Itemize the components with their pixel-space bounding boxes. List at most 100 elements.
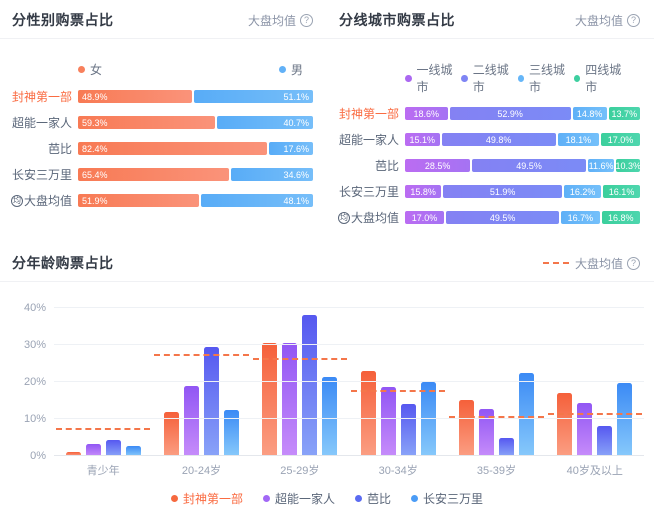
age-chart-header: 分年龄购票占比 大盘均值 ? bbox=[0, 245, 654, 282]
y-tick-label: 10% bbox=[23, 413, 46, 425]
bar-value: 51.1% bbox=[283, 91, 309, 102]
bar-芭比[interactable] bbox=[105, 440, 121, 456]
bar-value: 17.6% bbox=[283, 143, 309, 154]
legend-item-封神第一部[interactable]: 封神第一部 bbox=[170, 490, 243, 507]
chart-row: 长安三万里 65.4% 34.6% bbox=[0, 166, 313, 183]
stacked-bar: 15.1% 49.8% 18.1% 17.0% bbox=[405, 133, 641, 146]
bar-value: 15.1% bbox=[409, 134, 436, 145]
bar-segment[interactable]: 40.7% bbox=[217, 116, 313, 129]
bar-value: 65.4% bbox=[82, 169, 108, 180]
bar-value: 82.4% bbox=[82, 143, 108, 154]
x-category-label: 青少年 bbox=[86, 465, 120, 477]
bar-group bbox=[349, 294, 447, 456]
bar-segment[interactable]: 48.9% bbox=[78, 90, 193, 103]
bar-超能一家人[interactable] bbox=[380, 387, 396, 456]
bar-segment[interactable]: 18.6% bbox=[405, 107, 448, 120]
y-tick-label: 20% bbox=[23, 376, 46, 388]
bar-segment[interactable]: 15.8% bbox=[405, 185, 442, 198]
legend-item-男[interactable]: 男 bbox=[278, 61, 303, 78]
bar-芭比[interactable] bbox=[498, 438, 514, 456]
bar-segment[interactable]: 51.1% bbox=[194, 90, 313, 103]
bar-segment[interactable]: 82.4% bbox=[78, 142, 268, 155]
bar-长安三万里[interactable] bbox=[223, 409, 239, 456]
bar-长安三万里[interactable] bbox=[617, 382, 633, 456]
legend-dot-icon bbox=[517, 74, 525, 82]
legend-item-超能一家人[interactable]: 超能一家人 bbox=[262, 490, 335, 507]
city-chart: 一线城市 二线城市 三线城市 四线城市 封神第一部 18.6% 52.9% 14.8% 13.… bbox=[327, 39, 654, 226]
bar-长安三万里[interactable] bbox=[322, 377, 338, 456]
row-label: 超能一家人 bbox=[338, 133, 399, 147]
bar-芭比[interactable] bbox=[400, 404, 416, 456]
bar-segment[interactable]: 16.1% bbox=[603, 185, 640, 198]
bar-segment[interactable]: 34.6% bbox=[231, 168, 313, 181]
bar-segment[interactable]: 49.5% bbox=[445, 211, 560, 224]
bar-segment[interactable]: 16.2% bbox=[564, 185, 602, 198]
gender-avg-note: 大盘均值 ? bbox=[248, 12, 313, 29]
city-chart-title: 分线城市购票占比 bbox=[339, 12, 455, 28]
age-avg-note-label: 大盘均值 bbox=[574, 256, 623, 271]
age-chart-panel: 分年龄购票占比 大盘均值 ? 0% 10% 20% 30% 40% 青少年 20-24岁 2… bbox=[0, 245, 654, 507]
legend-item-长安三万里[interactable]: 长安三万里 bbox=[411, 490, 483, 507]
bar-超能一家人[interactable] bbox=[282, 343, 298, 456]
bar-segment[interactable]: 14.8% bbox=[572, 107, 607, 120]
bar-value: 18.6% bbox=[413, 108, 440, 119]
help-icon[interactable]: ? bbox=[627, 256, 640, 270]
help-icon[interactable]: ? bbox=[300, 13, 313, 27]
bar-封神第一部[interactable] bbox=[360, 370, 376, 456]
bar-group bbox=[546, 294, 644, 456]
bar-segment[interactable]: 13.7% bbox=[608, 107, 640, 120]
bar-segment[interactable]: 10.3% bbox=[616, 159, 640, 172]
stacked-bar: 65.4% 34.6% bbox=[78, 168, 313, 181]
legend-label: 芭比 bbox=[367, 492, 392, 506]
bar-segment[interactable]: 49.8% bbox=[441, 133, 556, 146]
bar-segment[interactable]: 59.3% bbox=[78, 116, 216, 129]
bar-超能一家人[interactable] bbox=[183, 385, 199, 456]
legend-item-芭比[interactable]: 芭比 bbox=[355, 490, 391, 507]
bar-segment[interactable]: 16.7% bbox=[561, 211, 600, 224]
legend-item-三线城市[interactable]: 三线城市 bbox=[517, 61, 574, 95]
bar-segment[interactable]: 18.1% bbox=[557, 133, 600, 146]
bar-segment[interactable]: 15.1% bbox=[405, 133, 440, 146]
legend-item-二线城市[interactable]: 二线城市 bbox=[461, 61, 517, 95]
bar-封神第一部[interactable] bbox=[163, 411, 179, 456]
bar-封神第一部[interactable] bbox=[262, 343, 278, 456]
stacked-bar: 59.3% 40.7% bbox=[78, 116, 313, 129]
help-icon[interactable]: ? bbox=[627, 13, 640, 27]
bar-segment[interactable]: 51.9% bbox=[78, 194, 199, 207]
average-line-segment bbox=[350, 390, 446, 393]
bar-芭比[interactable] bbox=[597, 426, 613, 456]
bar-超能一家人[interactable] bbox=[478, 409, 494, 456]
row-label: 封神第一部 bbox=[338, 107, 399, 121]
bar-芭比[interactable] bbox=[203, 346, 219, 456]
bar-封神第一部[interactable] bbox=[458, 399, 474, 456]
bar-芭比[interactable] bbox=[302, 315, 318, 456]
bar-segment[interactable]: 49.5% bbox=[472, 159, 586, 172]
bar-segment[interactable]: 28.5% bbox=[405, 159, 471, 172]
bar-segment[interactable]: 48.1% bbox=[200, 194, 313, 207]
bar-segment[interactable]: 17.0% bbox=[601, 133, 641, 146]
gridline bbox=[54, 381, 644, 382]
row-label: 芭比 bbox=[47, 142, 72, 156]
legend-dot-icon bbox=[461, 74, 468, 82]
stacked-bar: 82.4% 17.6% bbox=[78, 142, 313, 155]
gender-chart-title: 分性别购票占比 bbox=[12, 12, 114, 28]
bar-超能一家人[interactable] bbox=[577, 403, 593, 456]
bar-封神第一部[interactable] bbox=[557, 393, 573, 456]
legend-label: 超能一家人 bbox=[274, 492, 335, 506]
average-line-segment bbox=[449, 415, 544, 418]
bar-segment[interactable]: 65.4% bbox=[78, 168, 230, 181]
bar-segment[interactable]: 51.9% bbox=[443, 185, 563, 198]
legend-item-女[interactable]: 女 bbox=[78, 61, 102, 78]
bar-长安三万里[interactable] bbox=[518, 373, 534, 456]
average-line-segment bbox=[55, 428, 151, 431]
bar-segment[interactable]: 16.8% bbox=[601, 211, 641, 224]
bar-segment[interactable]: 17.6% bbox=[269, 142, 313, 155]
bar-segment[interactable]: 52.9% bbox=[449, 107, 571, 120]
bar-segment[interactable]: 17.0% bbox=[405, 211, 444, 224]
stacked-bar: 18.6% 52.9% 14.8% 13.7% bbox=[405, 107, 640, 120]
legend-item-四线城市[interactable]: 四线城市 bbox=[573, 61, 630, 95]
legend-dot-icon bbox=[573, 74, 581, 82]
legend-item-一线城市[interactable]: 一线城市 bbox=[405, 61, 461, 95]
bar-segment[interactable]: 11.6% bbox=[587, 159, 615, 172]
gender-avg-note-label: 大盘均值 bbox=[247, 13, 296, 28]
